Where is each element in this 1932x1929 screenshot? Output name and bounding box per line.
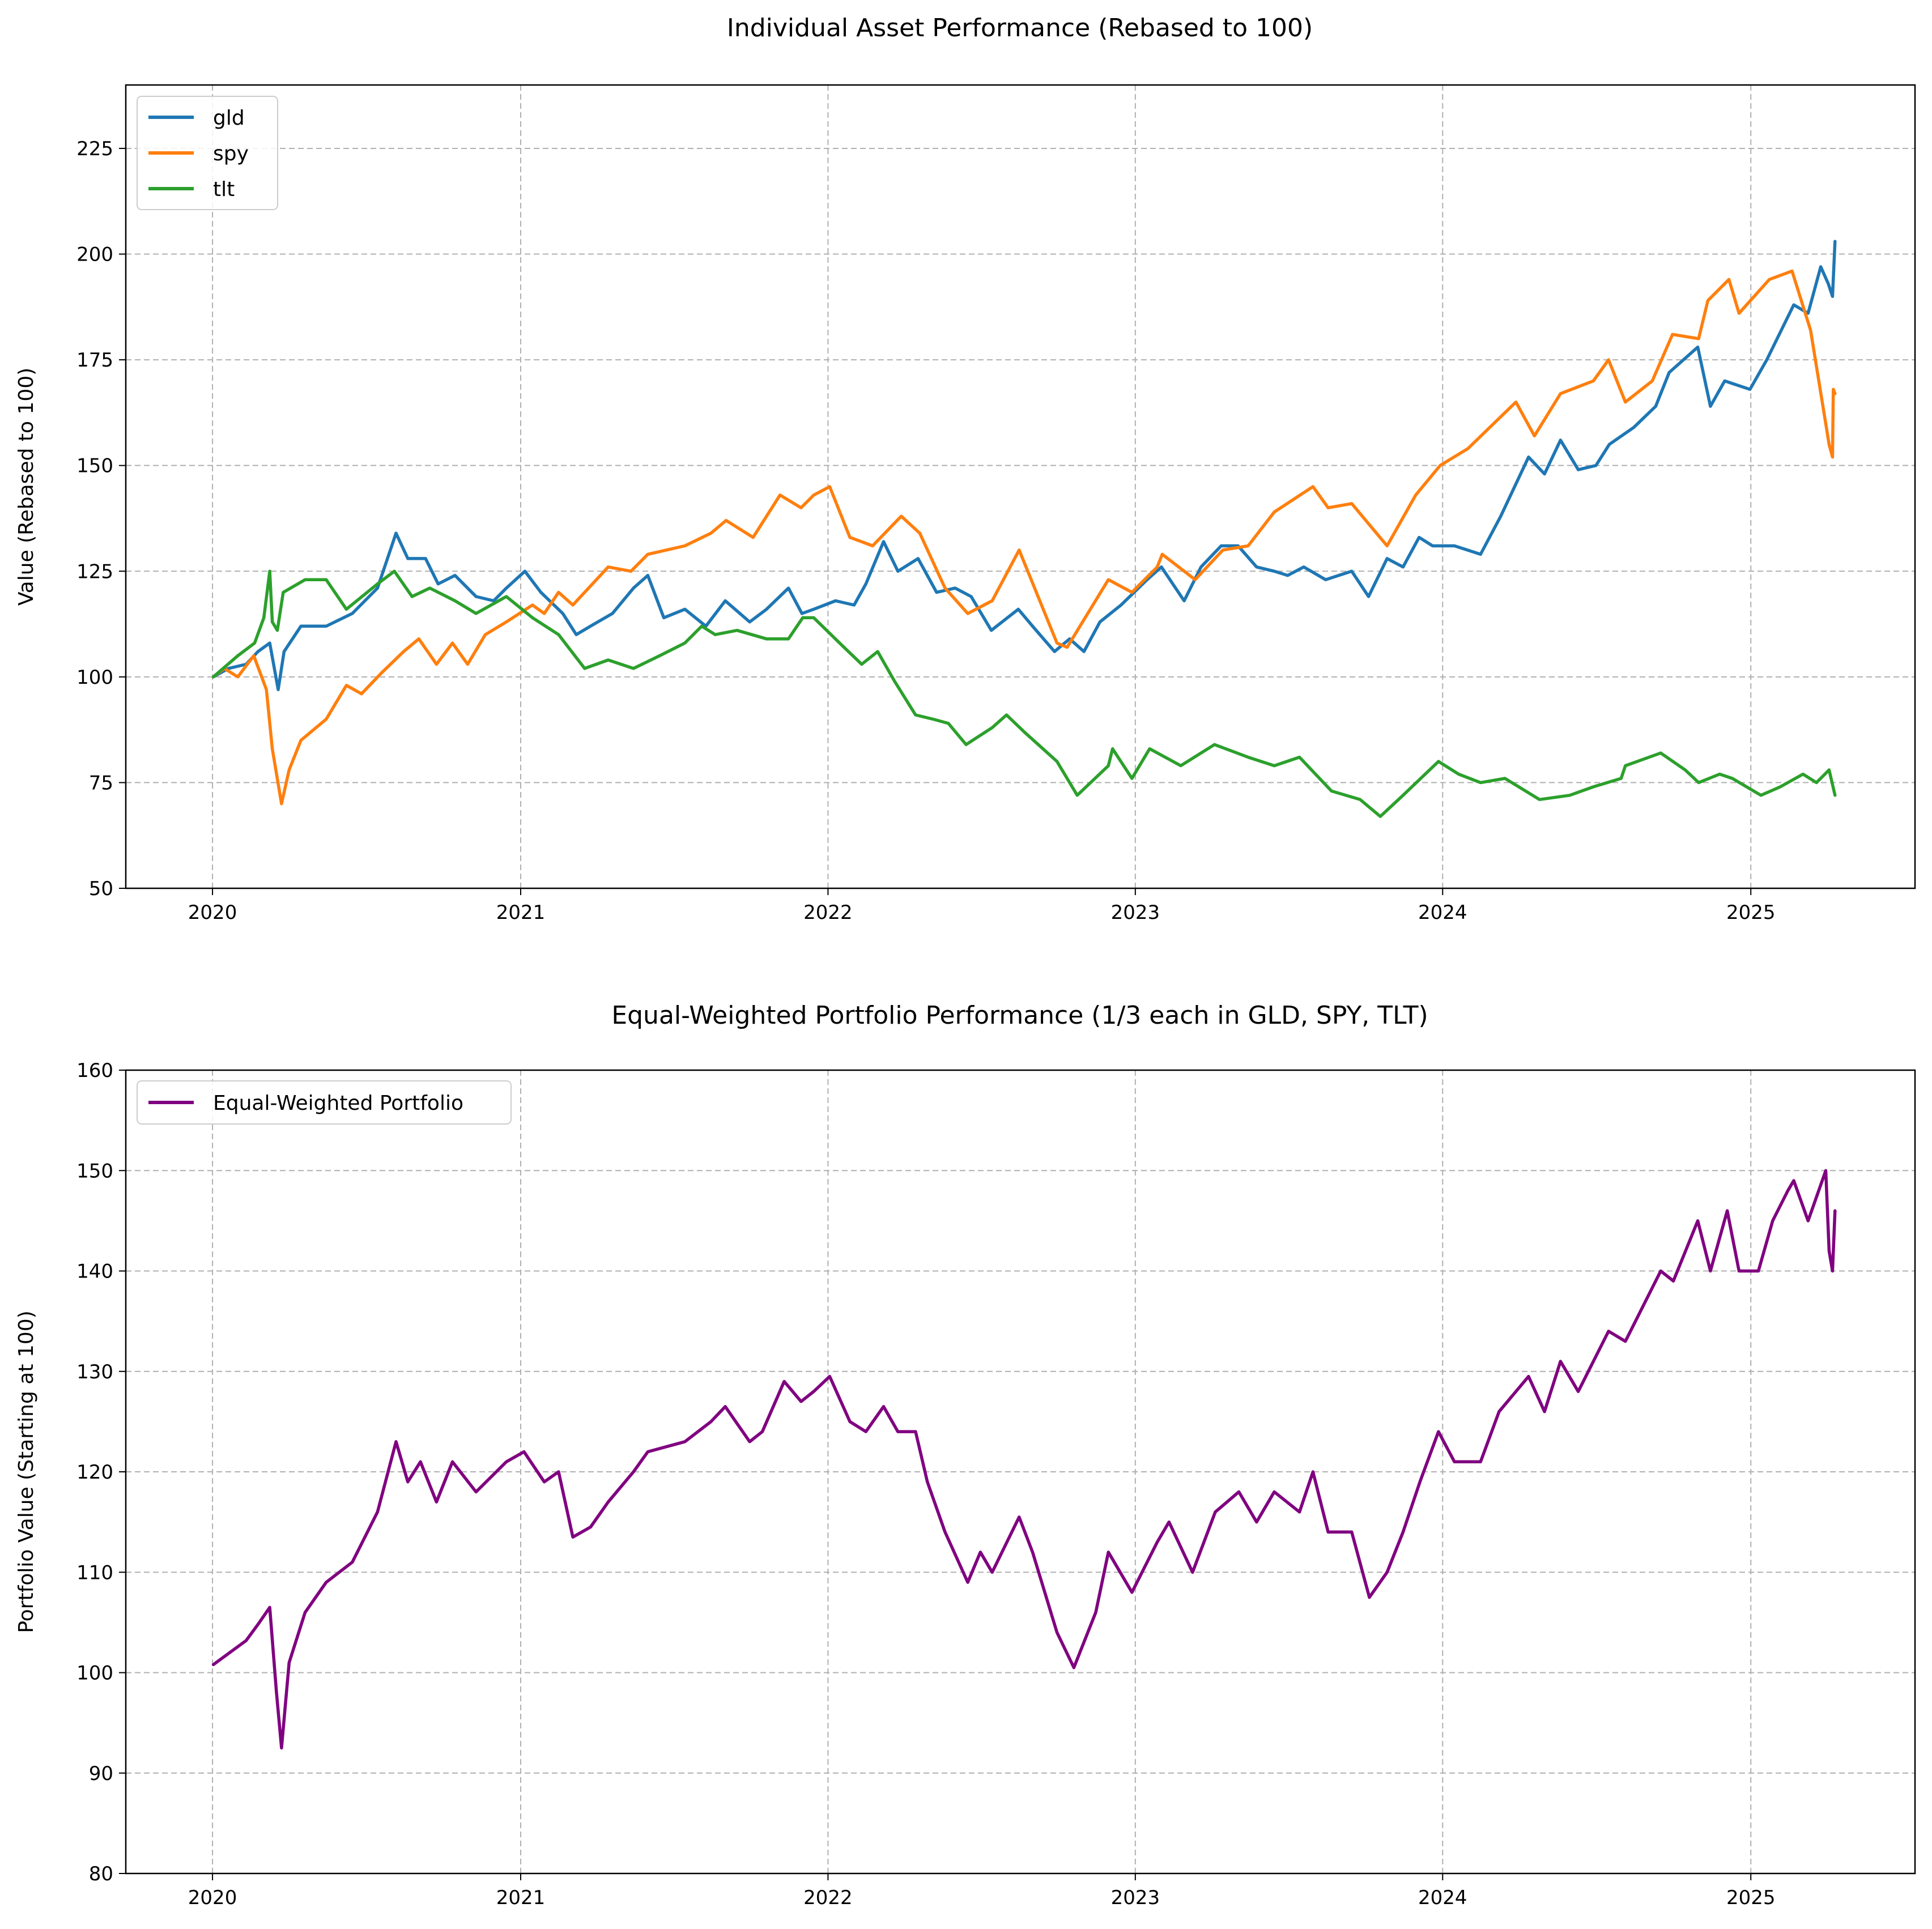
legend-label-tlt: tlt xyxy=(213,178,235,201)
y-tick-label: 80 xyxy=(89,1863,113,1885)
x-tick-label: 2025 xyxy=(1726,1887,1776,1909)
legend: Equal-Weighted Portfolio xyxy=(137,1080,512,1125)
y-tick-label: 200 xyxy=(76,244,113,266)
y-tick-label: 100 xyxy=(76,1662,113,1685)
series-line-gld xyxy=(211,240,1837,691)
y-tick-label: 140 xyxy=(76,1261,113,1283)
legend-box xyxy=(137,1080,512,1125)
y-tick-label: 100 xyxy=(76,666,113,689)
x-tick-label: 2023 xyxy=(1111,1887,1160,1909)
legend: gld spy tlt xyxy=(137,96,278,210)
x-tick-label: 2021 xyxy=(496,1887,546,1909)
x-tick-label: 2020 xyxy=(188,1887,237,1909)
y-tick-label: 75 xyxy=(89,772,113,794)
y-tick-label: 130 xyxy=(76,1361,113,1383)
y-tick-label: 175 xyxy=(76,349,113,372)
y-tick-label: 120 xyxy=(76,1461,113,1484)
x-tick-label: 2023 xyxy=(1111,901,1160,924)
legend-label-portfolio: Equal-Weighted Portfolio xyxy=(213,1092,463,1115)
plot-frame xyxy=(125,84,1916,889)
y-tick-label: 225 xyxy=(76,138,113,160)
y-tick-label: 160 xyxy=(76,1059,113,1082)
legend-label-spy: spy xyxy=(213,142,249,165)
y-tick-label: 50 xyxy=(89,878,113,900)
chart-title: Equal-Weighted Portfolio Performance (1/… xyxy=(611,1001,1428,1030)
x-tick-label: 2020 xyxy=(188,901,237,924)
axis-ticks: 2020 2021 2022 2023 2024 2025 50 75 100 125 150 175… xyxy=(76,138,1775,924)
y-tick-label: 90 xyxy=(89,1762,113,1785)
y-tick-label: 110 xyxy=(76,1561,113,1584)
y-tick-label: 150 xyxy=(76,455,113,478)
series-line-spy xyxy=(211,269,1837,806)
y-axis-label: Value (Rebased to 100) xyxy=(15,368,38,606)
chart-title: Individual Asset Performance (Rebased to… xyxy=(727,14,1313,42)
x-tick-label: 2021 xyxy=(496,901,546,924)
x-tick-label: 2022 xyxy=(803,901,853,924)
y-tick-label: 125 xyxy=(76,560,113,583)
axis-ticks: 2020 2021 2022 2023 2024 2025 80 90 100 110 120 130… xyxy=(76,1059,1775,1909)
y-axis-label: Portfolio Value (Starting at 100) xyxy=(15,1310,38,1633)
x-tick-label: 2022 xyxy=(803,1887,853,1909)
legend-label-gld: gld xyxy=(213,107,245,130)
series-line-equal-weighted-portfolio xyxy=(211,1169,1837,1750)
series-lines xyxy=(211,240,1837,818)
x-tick-label: 2024 xyxy=(1418,1887,1467,1909)
portfolio-performance-chart: Equal-Weighted Portfolio Performance (1/… xyxy=(15,1001,1916,1909)
y-tick-label: 150 xyxy=(76,1160,113,1182)
series-line-tlt xyxy=(211,569,1837,818)
legend-box xyxy=(137,96,278,210)
x-tick-label: 2025 xyxy=(1726,901,1776,924)
asset-performance-chart: Individual Asset Performance (Rebased to… xyxy=(15,14,1916,924)
series-lines xyxy=(211,1169,1837,1750)
x-tick-label: 2024 xyxy=(1418,901,1467,924)
